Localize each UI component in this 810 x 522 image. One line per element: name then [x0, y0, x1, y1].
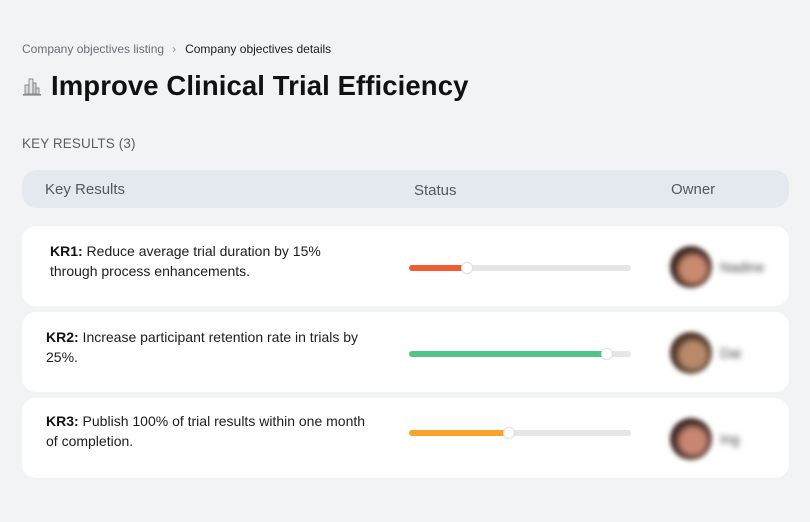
- breadcrumb: Company objectives listing › Company obj…: [22, 42, 331, 56]
- key-result-id: KR3:: [46, 413, 79, 429]
- progress-handle[interactable]: [600, 348, 613, 360]
- breadcrumb-current-page: Company objectives details: [185, 42, 332, 56]
- column-header-key-results: Key Results: [45, 181, 126, 198]
- city-buildings-icon: [22, 75, 42, 97]
- key-results-table-header: Key Results Status Owner: [22, 170, 789, 208]
- owner-name: Ing: [720, 431, 740, 447]
- key-result-id: KR2:: [46, 329, 79, 345]
- owner-cell[interactable]: Ing: [670, 418, 739, 460]
- key-result-row[interactable]: KR1: Reduce average trial duration by 15…: [22, 226, 789, 306]
- column-header-owner: Owner: [671, 181, 716, 198]
- progress-handle[interactable]: [460, 262, 473, 274]
- owner-cell[interactable]: Dai: [670, 332, 741, 374]
- objective-title-row: Improve Clinical Trial Efficiency: [22, 70, 468, 102]
- status-progress-bar[interactable]: [409, 262, 631, 274]
- key-result-description: KR2: Increase participant retention rate…: [46, 327, 366, 367]
- avatar: [670, 246, 712, 288]
- progress-fill: [409, 351, 607, 357]
- owner-name: Nadine: [720, 259, 765, 275]
- owner-cell[interactable]: Nadine: [670, 246, 764, 288]
- progress-fill: [409, 430, 509, 436]
- key-result-text: Increase participant retention rate in t…: [46, 329, 359, 365]
- breadcrumb-objectives-listing-link[interactable]: Company objectives listing: [22, 42, 165, 56]
- key-result-description: KR1: Reduce average trial duration by 15…: [50, 241, 370, 281]
- key-results-count-label: KEY RESULTS (3): [22, 136, 136, 151]
- owner-name: Dai: [720, 345, 742, 361]
- key-result-text: Publish 100% of trial results within one…: [46, 413, 366, 449]
- column-header-status: Status: [414, 182, 457, 199]
- progress-fill: [409, 265, 467, 271]
- status-progress-bar[interactable]: [409, 348, 631, 360]
- key-result-text: Reduce average trial duration by 15% thr…: [50, 243, 321, 279]
- progress-handle[interactable]: [502, 427, 515, 439]
- avatar: [670, 418, 712, 460]
- key-result-row[interactable]: KR3: Publish 100% of trial results withi…: [22, 398, 789, 478]
- key-result-row[interactable]: KR2: Increase participant retention rate…: [22, 312, 789, 392]
- key-result-id: KR1:: [50, 243, 83, 259]
- page-title: Improve Clinical Trial Efficiency: [51, 70, 469, 101]
- status-progress-bar[interactable]: [409, 427, 631, 439]
- key-result-description: KR3: Publish 100% of trial results withi…: [46, 411, 366, 451]
- avatar: [670, 332, 712, 374]
- chevron-right-icon: ›: [172, 42, 177, 56]
